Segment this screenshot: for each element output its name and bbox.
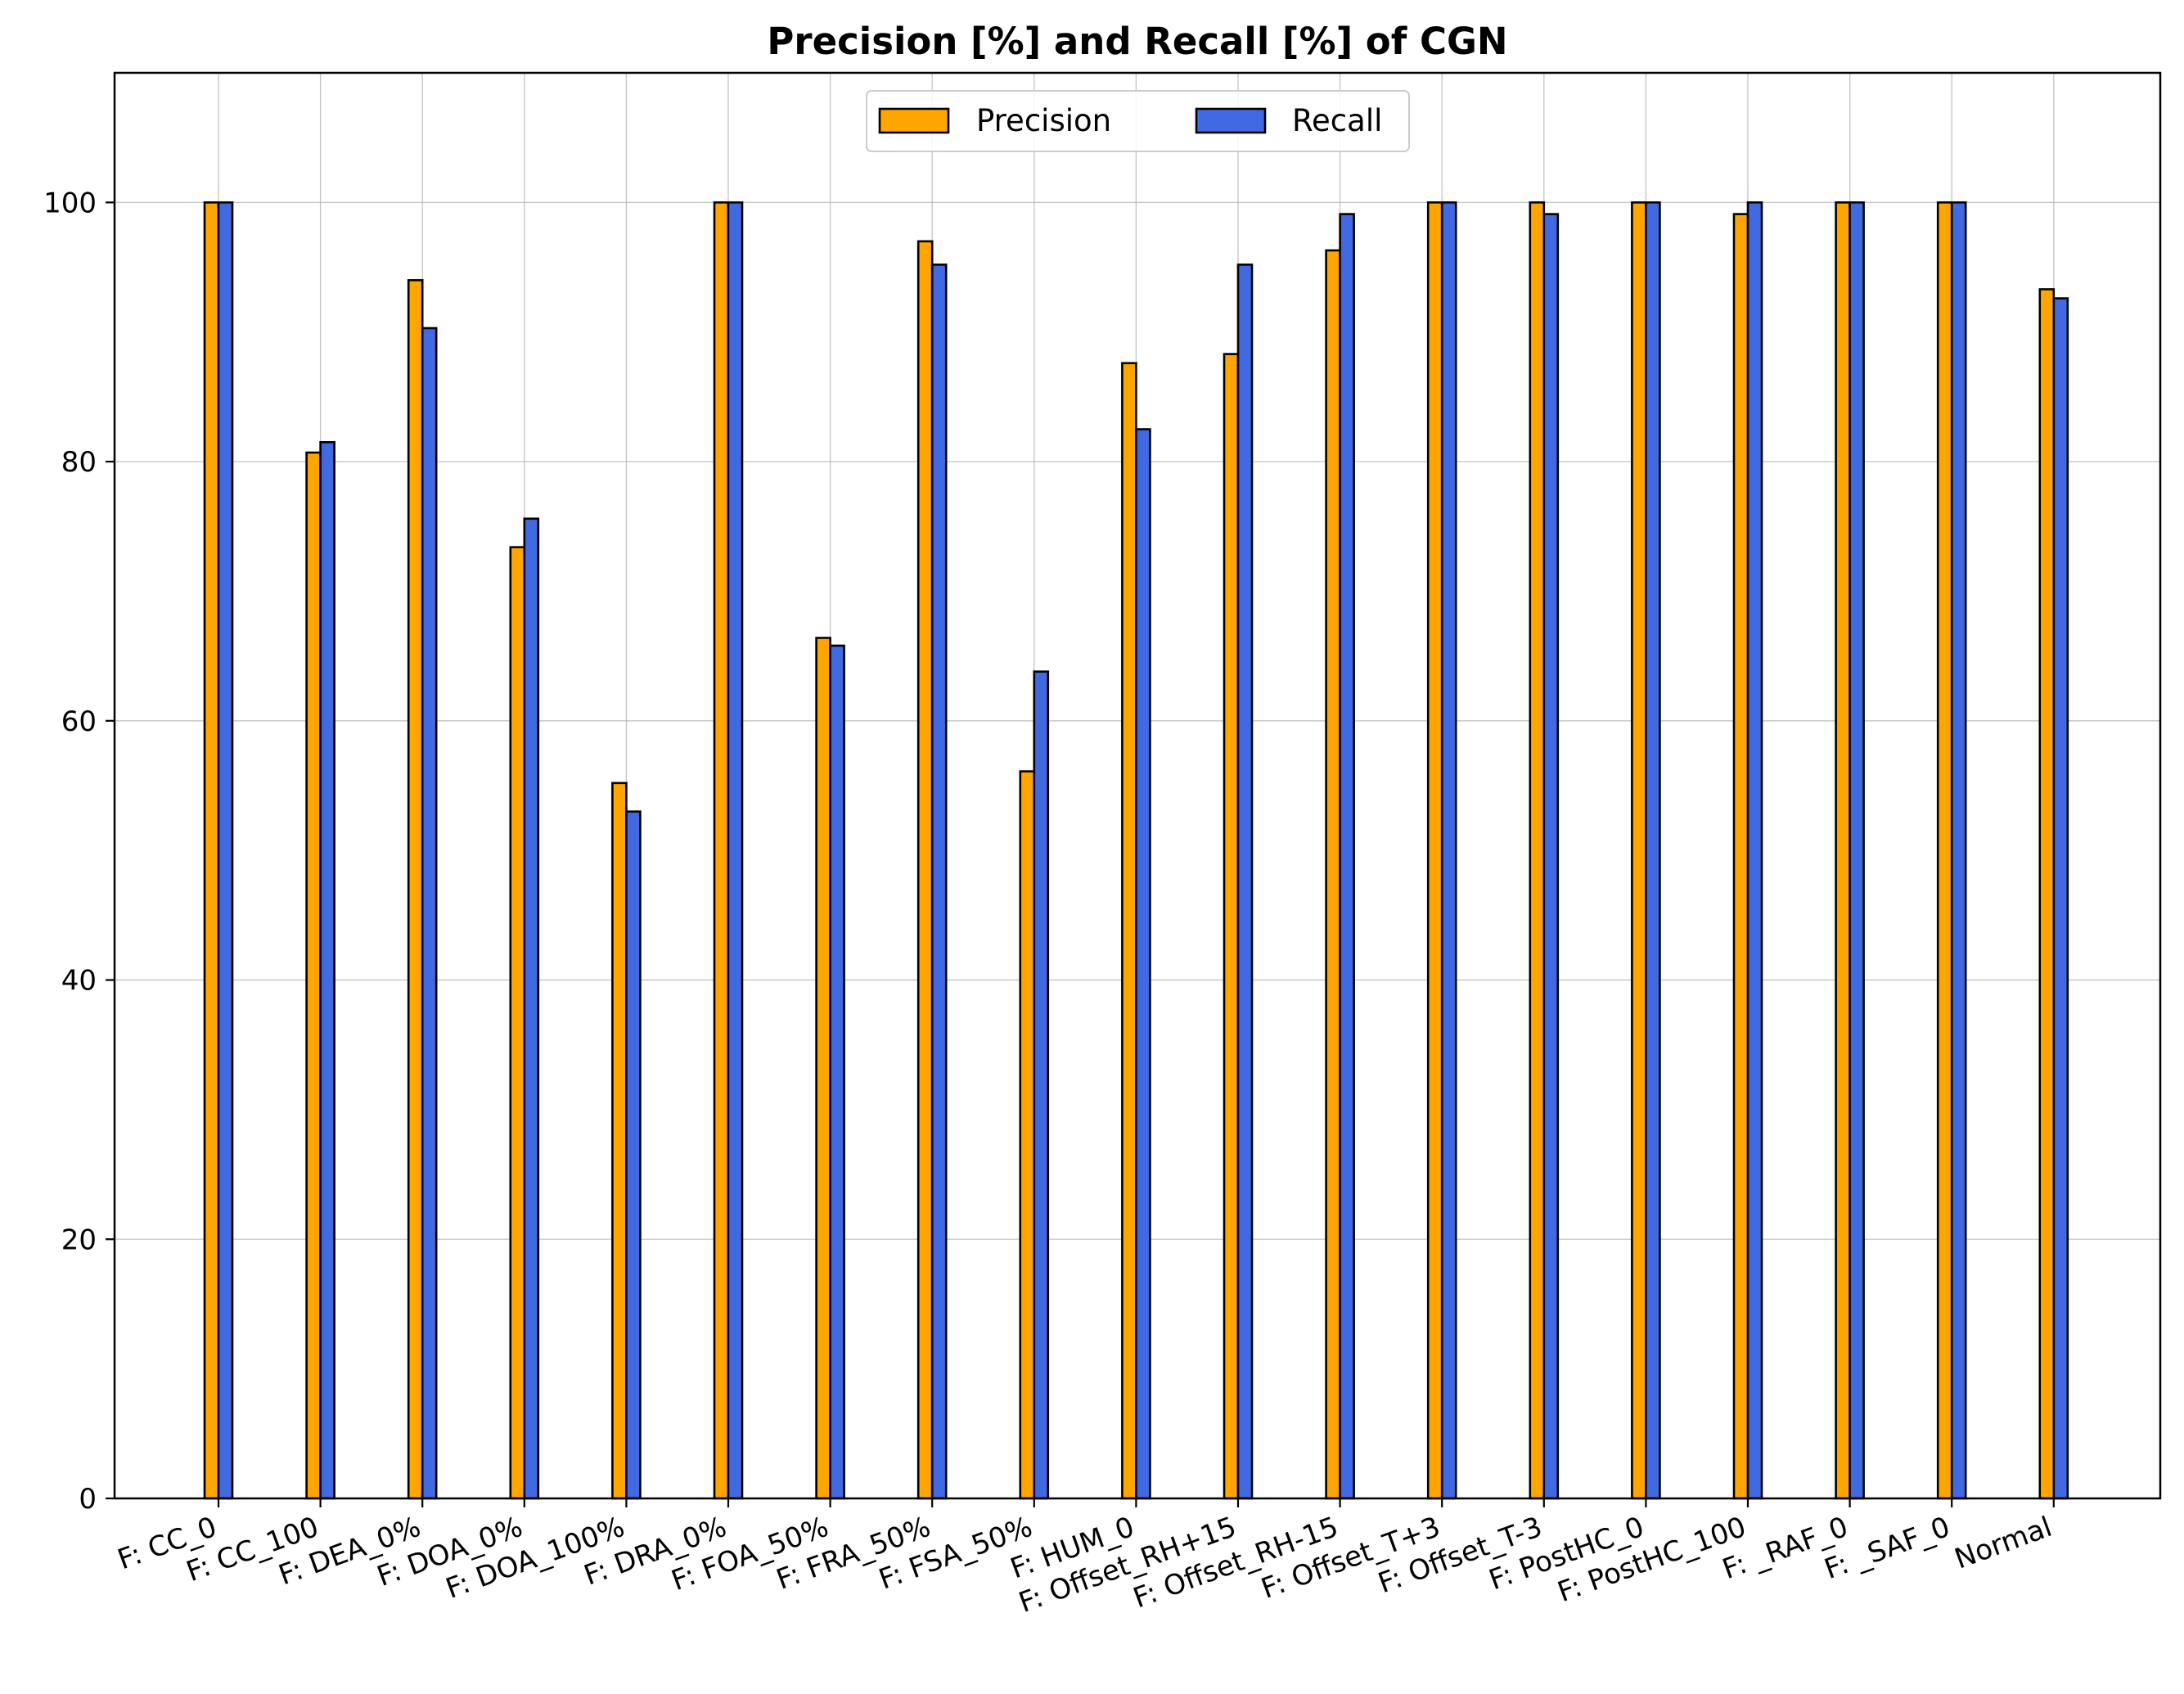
chart-title: Precision [%] and Recall [%] of CGN — [767, 20, 1507, 63]
bar-precision-16 — [1835, 201, 1851, 1500]
y-tick-label: 80 — [61, 446, 97, 479]
x-tick-label: Normal — [1951, 1511, 2056, 1576]
bar-recall-15 — [1746, 201, 1763, 1500]
bar-recall-8 — [1033, 670, 1050, 1500]
bar-precision-2 — [407, 279, 424, 1500]
bar-recall-11 — [1339, 213, 1355, 1500]
bar-recall-4 — [625, 810, 642, 1500]
bar-recall-14 — [1645, 201, 1661, 1500]
bars — [203, 201, 2069, 1500]
bar-precision-17 — [1936, 201, 1953, 1500]
bar-recall-6 — [829, 644, 845, 1500]
legend-swatch-precision — [878, 107, 950, 134]
bar-recall-10 — [1236, 264, 1254, 1500]
bar-precision-3 — [509, 546, 526, 1500]
bar-precision-15 — [1732, 213, 1749, 1500]
bar-recall-18 — [2052, 297, 2069, 1500]
bar-recall-7 — [930, 264, 948, 1500]
y-tick-label: 20 — [61, 1223, 97, 1256]
y-tick-label: 100 — [43, 187, 97, 219]
bar-precision-13 — [1529, 201, 1546, 1500]
bar-precision-12 — [1426, 201, 1443, 1500]
bar-precision-0 — [203, 201, 220, 1500]
bar-recall-16 — [1849, 201, 1865, 1500]
legend-label-recall: Recall — [1292, 103, 1382, 138]
bar-precision-4 — [611, 782, 628, 1500]
bar-recall-2 — [421, 327, 438, 1500]
bar-precision-18 — [2038, 288, 2056, 1500]
y-tick-label: 0 — [79, 1483, 97, 1516]
bar-precision-1 — [305, 451, 322, 1500]
bar-precision-9 — [1121, 362, 1137, 1500]
bar-recall-5 — [727, 201, 744, 1500]
bar-recall-3 — [523, 517, 540, 1500]
axes-frame — [113, 71, 2162, 1500]
legend-swatch-recall — [1195, 107, 1267, 134]
bar-recall-1 — [319, 441, 335, 1500]
bar-recall-0 — [217, 201, 234, 1500]
bar-recall-17 — [1950, 201, 1967, 1500]
bar-precision-8 — [1019, 770, 1036, 1500]
bar-precision-7 — [916, 240, 934, 1500]
bar-precision-11 — [1325, 249, 1341, 1500]
bar-precision-6 — [815, 637, 831, 1500]
legend-box — [866, 90, 1410, 152]
bar-recall-13 — [1542, 213, 1560, 1500]
bar-precision-5 — [713, 201, 730, 1500]
legend: Precision Recall — [866, 90, 1410, 152]
bar-precision-10 — [1223, 353, 1240, 1500]
bar-precision-14 — [1631, 201, 1647, 1500]
y-axis: 0 20 40 60 80 100 — [43, 187, 115, 1516]
bar-recall-9 — [1135, 428, 1151, 1500]
y-tick-label: 60 — [61, 705, 97, 738]
legend-label-precision: Precision — [976, 103, 1111, 138]
y-tick-label: 40 — [61, 965, 97, 998]
bar-recall-12 — [1440, 201, 1457, 1500]
